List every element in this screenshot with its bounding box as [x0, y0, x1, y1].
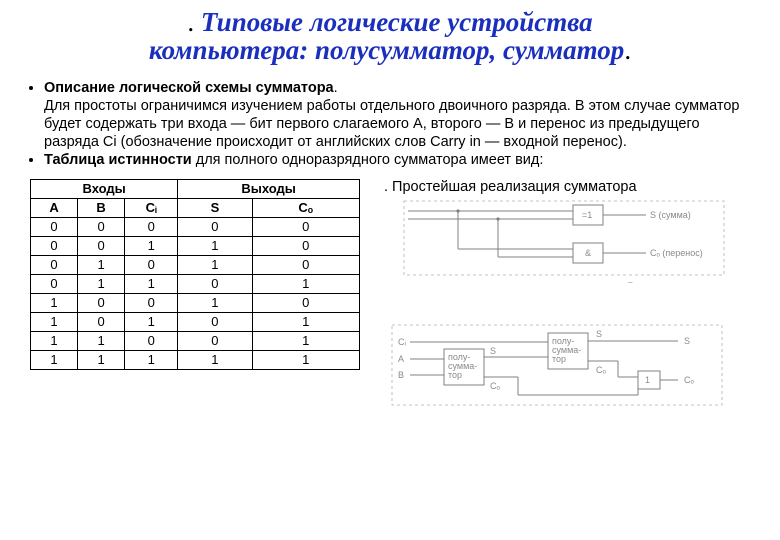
block1-l3: тор [448, 370, 462, 380]
in-b: B [398, 370, 404, 380]
col-ci: Cᵢ [125, 199, 178, 218]
table-cell: 0 [252, 237, 359, 256]
table-cell: 1 [31, 294, 78, 313]
table-cell: 0 [78, 218, 125, 237]
diagram-column: . Простейшая реализация сумматора =1 & [378, 179, 750, 409]
table-cell: 1 [31, 313, 78, 332]
table-cell: 1 [78, 332, 125, 351]
in-a: A [398, 354, 404, 364]
diagram-area: =1 & S (сумма) C [378, 199, 734, 409]
page-root: . Типовые логические устройства компьюте… [0, 0, 780, 540]
enclosure-caption: ⎯ [628, 277, 633, 287]
bullet-1-lead: Описание логической схемы сумматора [44, 80, 334, 96]
table-cell: 1 [252, 351, 359, 370]
table-cell: 1 [125, 275, 178, 294]
table-cell: 1 [78, 256, 125, 275]
truth-header-inputs: Входы [31, 180, 178, 199]
table-cell: 0 [178, 218, 252, 237]
title-dot-prefix: . [187, 7, 194, 37]
table-cell: 1 [178, 351, 252, 370]
table-row: 10101 [31, 313, 360, 332]
table-cell: 1 [178, 256, 252, 275]
node-dot [496, 218, 499, 221]
node-dot [456, 210, 459, 213]
xor-label: =1 [582, 210, 592, 220]
table-cell: 0 [125, 294, 178, 313]
table-row: 11111 [31, 351, 360, 370]
title-line2: компьютера: полусумматор, сумматор [149, 35, 624, 65]
table-cell: 0 [78, 294, 125, 313]
table-cell: 1 [252, 275, 359, 294]
truth-header-outputs: Выходы [178, 180, 360, 199]
bullet-2-lead: Таблица истинности [44, 152, 192, 168]
columns: Входы Выходы A B Cᵢ S Cₒ 000000011001010… [30, 179, 750, 409]
col-a: A [31, 199, 78, 218]
table-cell: 1 [178, 237, 252, 256]
table-cell: 0 [178, 275, 252, 294]
truth-table-group-row: Входы Выходы [31, 180, 360, 199]
table-column: Входы Выходы A B Cᵢ S Cₒ 000000011001010… [30, 179, 360, 409]
table-cell: 0 [125, 332, 178, 351]
table-row: 10010 [31, 294, 360, 313]
table-cell: 0 [178, 313, 252, 332]
table-row: 01010 [31, 256, 360, 275]
table-cell: 1 [78, 275, 125, 294]
bullet-list: Описание логической схемы сумматора. Для… [30, 79, 750, 170]
out2-c: Cₒ [596, 365, 606, 375]
block2-l3: тор [552, 354, 566, 364]
table-cell: 0 [125, 256, 178, 275]
table-cell: 0 [252, 218, 359, 237]
table-cell: 0 [125, 218, 178, 237]
out-final-c: Cₒ [684, 375, 694, 385]
col-co: Cₒ [252, 199, 359, 218]
table-cell: 0 [252, 256, 359, 275]
table-row: 00110 [31, 237, 360, 256]
table-cell: 0 [178, 332, 252, 351]
title-line1: Типовые логические устройства [201, 7, 593, 37]
truth-table-col-row: A B Cᵢ S Cₒ [31, 199, 360, 218]
out2-s: S [596, 329, 602, 339]
table-cell: 1 [125, 351, 178, 370]
table-cell: 1 [31, 351, 78, 370]
col-s: S [178, 199, 252, 218]
mid-c: Cₒ [490, 381, 500, 391]
table-cell: 0 [252, 294, 359, 313]
table-row: 11001 [31, 332, 360, 351]
table-cell: 1 [78, 351, 125, 370]
col-b: B [78, 199, 125, 218]
bullet-1: Описание логической схемы сумматора. Для… [44, 79, 750, 152]
page-title: . Типовые логические устройства компьюте… [30, 8, 750, 65]
truth-table: Входы Выходы A B Cᵢ S Cₒ 000000011001010… [30, 179, 360, 370]
paragraph-1: Для простоты ограничимся изучением работ… [44, 97, 750, 151]
out-final-s: S [684, 336, 690, 346]
table-cell: 1 [252, 313, 359, 332]
table-row: 01101 [31, 275, 360, 294]
mid-s: S [490, 346, 496, 356]
bullet-2: Таблица истинности для полного одноразря… [44, 151, 750, 169]
title-dot-suffix: . [624, 35, 631, 65]
table-cell: 0 [31, 218, 78, 237]
table-cell: 1 [178, 294, 252, 313]
and-label: & [585, 248, 591, 258]
table-cell: 0 [78, 313, 125, 332]
table-cell: 1 [125, 313, 178, 332]
table-cell: 0 [31, 237, 78, 256]
bullet-1-tail: . [334, 80, 338, 96]
table-cell: 1 [252, 332, 359, 351]
table-cell: 1 [125, 237, 178, 256]
out-c-label: Cₒ (перенос) [650, 248, 703, 258]
in-ci: Cᵢ [398, 337, 406, 347]
out-s-label: S (сумма) [650, 210, 691, 220]
diagram-caption: . Простейшая реализация сумматора [384, 179, 750, 195]
table-cell: 1 [31, 332, 78, 351]
table-row: 00000 [31, 218, 360, 237]
table-cell: 0 [31, 275, 78, 294]
sum-diagram-svg: =1 & S (сумма) C [378, 199, 734, 409]
or-label: 1 [645, 375, 650, 385]
bullet-2-tail: для полного одноразрядного сумматора име… [192, 152, 544, 168]
table-cell: 0 [78, 237, 125, 256]
table-cell: 0 [31, 256, 78, 275]
